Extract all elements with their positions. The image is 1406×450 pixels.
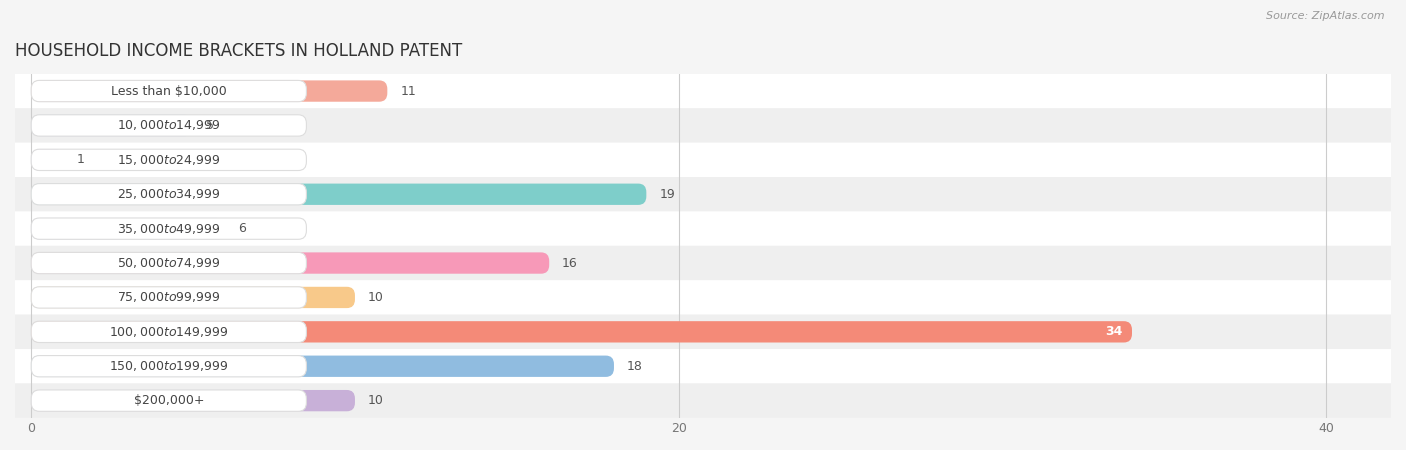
Text: 19: 19 [659, 188, 675, 201]
FancyBboxPatch shape [31, 390, 307, 411]
FancyBboxPatch shape [31, 218, 307, 239]
Text: $150,000 to $199,999: $150,000 to $199,999 [110, 359, 229, 373]
Text: 10: 10 [368, 394, 384, 407]
FancyBboxPatch shape [15, 108, 1391, 143]
FancyBboxPatch shape [31, 149, 307, 171]
Text: Source: ZipAtlas.com: Source: ZipAtlas.com [1267, 11, 1385, 21]
FancyBboxPatch shape [15, 246, 1391, 280]
FancyBboxPatch shape [31, 252, 550, 274]
Text: $100,000 to $149,999: $100,000 to $149,999 [110, 325, 229, 339]
FancyBboxPatch shape [31, 184, 307, 205]
Text: Less than $10,000: Less than $10,000 [111, 85, 226, 98]
FancyBboxPatch shape [15, 349, 1391, 383]
FancyBboxPatch shape [31, 390, 354, 411]
FancyBboxPatch shape [31, 184, 647, 205]
FancyBboxPatch shape [31, 252, 307, 274]
FancyBboxPatch shape [15, 315, 1391, 349]
FancyBboxPatch shape [31, 287, 354, 308]
Text: $35,000 to $49,999: $35,000 to $49,999 [117, 222, 221, 236]
FancyBboxPatch shape [31, 321, 1132, 342]
Text: 16: 16 [562, 256, 578, 270]
Text: $10,000 to $14,999: $10,000 to $14,999 [117, 118, 221, 132]
FancyBboxPatch shape [31, 81, 307, 102]
Text: 10: 10 [368, 291, 384, 304]
Text: $15,000 to $24,999: $15,000 to $24,999 [117, 153, 221, 167]
Text: $200,000+: $200,000+ [134, 394, 204, 407]
Text: 11: 11 [401, 85, 416, 98]
FancyBboxPatch shape [15, 177, 1391, 211]
Text: $50,000 to $74,999: $50,000 to $74,999 [117, 256, 221, 270]
Text: 6: 6 [239, 222, 246, 235]
Text: $25,000 to $34,999: $25,000 to $34,999 [117, 187, 221, 201]
FancyBboxPatch shape [15, 383, 1391, 418]
FancyBboxPatch shape [15, 212, 1391, 246]
FancyBboxPatch shape [31, 81, 387, 102]
FancyBboxPatch shape [31, 287, 307, 308]
FancyBboxPatch shape [15, 280, 1391, 315]
FancyBboxPatch shape [31, 321, 307, 342]
FancyBboxPatch shape [15, 143, 1391, 177]
FancyBboxPatch shape [15, 74, 1391, 108]
FancyBboxPatch shape [31, 115, 307, 136]
Text: 5: 5 [207, 119, 214, 132]
Text: $75,000 to $99,999: $75,000 to $99,999 [117, 290, 221, 305]
FancyBboxPatch shape [31, 218, 225, 239]
FancyBboxPatch shape [31, 356, 307, 377]
FancyBboxPatch shape [31, 115, 193, 136]
Text: 34: 34 [1105, 325, 1122, 338]
Text: 18: 18 [627, 360, 643, 373]
FancyBboxPatch shape [31, 356, 614, 377]
Text: 1: 1 [76, 153, 84, 166]
FancyBboxPatch shape [31, 149, 63, 171]
Text: HOUSEHOLD INCOME BRACKETS IN HOLLAND PATENT: HOUSEHOLD INCOME BRACKETS IN HOLLAND PAT… [15, 42, 463, 60]
